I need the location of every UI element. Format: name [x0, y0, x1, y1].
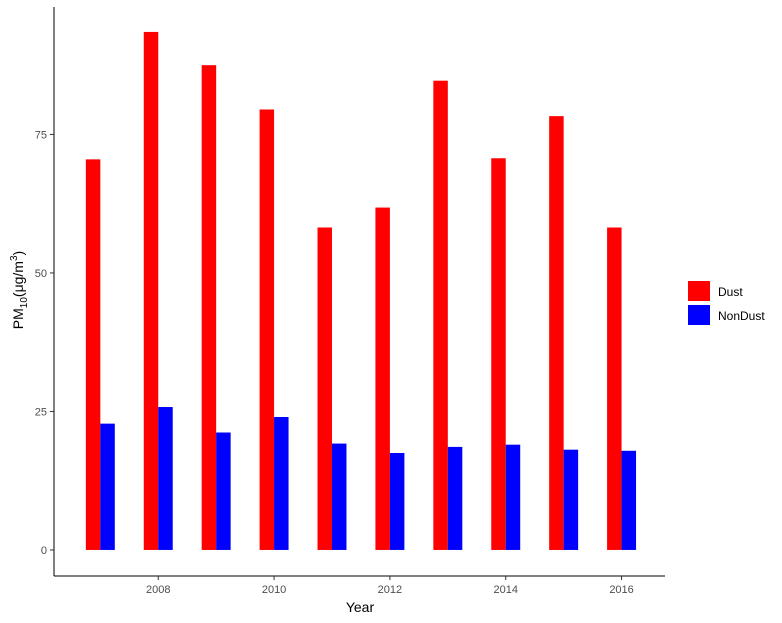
bar-dust-2012: [375, 207, 390, 550]
x-ticks-group: 2008 2010 2012 2014 2016: [146, 576, 634, 596]
y-tick-label: 25: [35, 406, 47, 418]
bar-dust-2014: [491, 158, 506, 550]
legend-label-dust: Dust: [718, 285, 743, 299]
bar-nondust-2012: [389, 453, 405, 550]
y-axis-title-close: ): [10, 251, 26, 256]
bar-dust-2009: [201, 65, 217, 550]
legend: Dust NonDust: [688, 281, 765, 325]
y-axis-title-superscript: 3: [9, 255, 20, 261]
bar-nondust-2008: [158, 407, 173, 550]
bar-dust-2016: [607, 227, 622, 550]
bar-nondust-2009: [216, 432, 231, 550]
y-axis-title: PM10(μg/m3): [9, 251, 30, 329]
y-ticks-group: 0 25 50 75: [35, 129, 54, 557]
bar-nondust-2014: [505, 444, 521, 550]
bar-nondust-2015: [563, 449, 579, 550]
legend-swatch-nondust: [688, 305, 710, 325]
y-tick-label: 0: [41, 545, 47, 557]
bar-dust-2015: [549, 116, 564, 550]
axes-group: [53, 7, 665, 577]
bar-dust-2010: [259, 109, 275, 550]
x-tick-label: 2008: [146, 584, 170, 596]
bar-dust-2007: [85, 159, 101, 550]
bar-nondust-2016: [621, 450, 637, 550]
legend-label-nondust: NonDust: [718, 309, 765, 323]
y-axis-title-unit: (μg/m: [10, 261, 26, 297]
bar-dust-2008: [143, 31, 159, 550]
x-tick-label: 2014: [493, 584, 517, 596]
x-tick-label: 2012: [378, 584, 402, 596]
bar-nondust-2013: [447, 446, 463, 550]
legend-swatch-dust: [688, 281, 710, 301]
y-tick-label: 75: [35, 129, 47, 141]
y-axis-title-main: PM: [10, 308, 26, 329]
bar-dust-2013: [433, 80, 448, 550]
bar-nondust-2011: [331, 443, 347, 550]
y-axis-title-subscript: 10: [19, 297, 30, 309]
bar-nondust-2007: [100, 423, 115, 550]
y-tick-label: 50: [35, 268, 47, 280]
bar-dust-2011: [317, 227, 332, 550]
bar-nondust-2010: [274, 416, 289, 550]
x-tick-label: 2016: [609, 584, 633, 596]
bars-group: [85, 31, 637, 550]
x-axis-title: Year: [346, 599, 375, 615]
x-tick-label: 2010: [262, 584, 286, 596]
